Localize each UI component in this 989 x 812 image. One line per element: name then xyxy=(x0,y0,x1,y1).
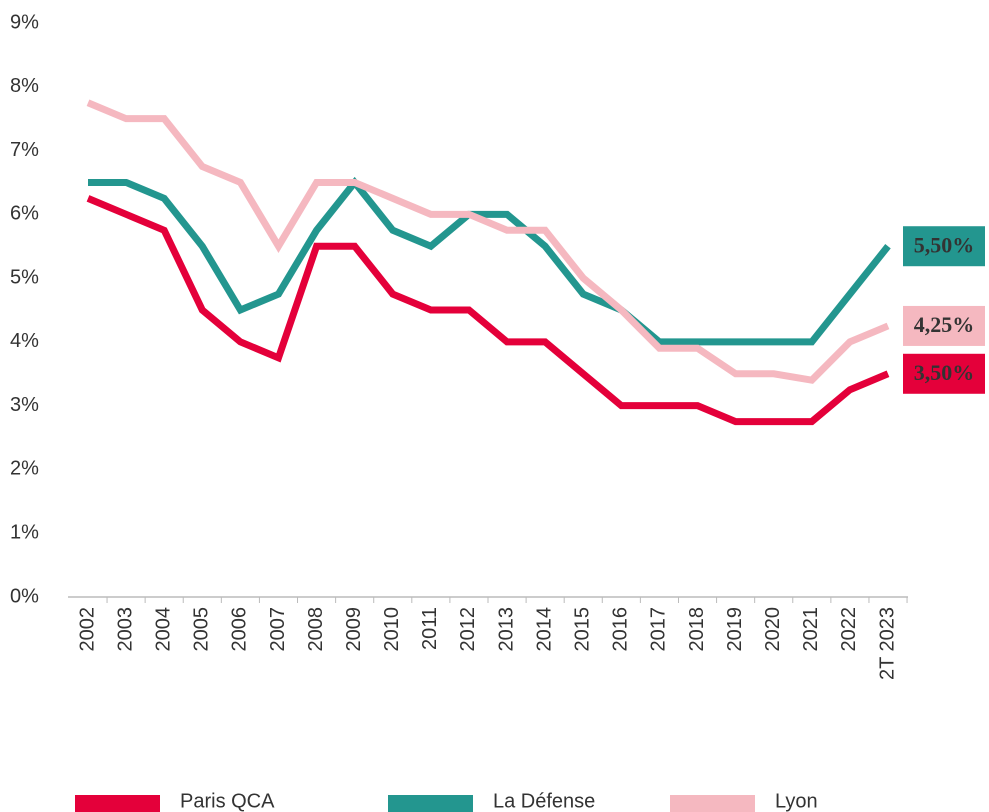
legend-swatch xyxy=(388,795,473,812)
x-tick-label: 2013 xyxy=(495,607,517,652)
y-tick-label: 0% xyxy=(10,585,39,607)
x-tick-label: 2005 xyxy=(191,607,213,652)
legend-swatch xyxy=(75,795,160,812)
x-tick-label: 2009 xyxy=(343,607,365,652)
end-label-box xyxy=(903,226,985,267)
y-tick-label: 3% xyxy=(10,394,39,416)
x-tick-label: 2011 xyxy=(419,607,441,650)
legend-label: Lyon xyxy=(775,790,818,812)
end-label: 4,25% xyxy=(914,312,975,337)
y-tick-label: 1% xyxy=(10,522,39,544)
legend-label: Paris QCA xyxy=(180,790,275,812)
y-tick-label: 8% xyxy=(10,75,39,97)
x-tick-label: 2020 xyxy=(762,607,784,652)
end-label: 3,50% xyxy=(914,360,975,385)
x-tick-label: 2014 xyxy=(533,607,555,652)
x-tick-label: 2015 xyxy=(572,607,594,652)
end-label: 5,50% xyxy=(914,232,975,257)
x-tick-label: 2008 xyxy=(305,607,327,652)
x-tick-label: 2016 xyxy=(610,607,632,652)
x-tick-label: 2017 xyxy=(648,607,670,652)
y-tick-label: 7% xyxy=(10,139,39,161)
x-tick-label: 2007 xyxy=(267,607,289,652)
series-line xyxy=(86,99,890,384)
y-tick-label: 2% xyxy=(10,458,39,480)
y-tick-label: 9% xyxy=(10,11,39,33)
x-tick-label: 2T 2023 xyxy=(876,607,898,680)
y-tick-label: 5% xyxy=(10,266,39,288)
series-line xyxy=(88,176,891,346)
legend-swatch xyxy=(670,795,755,812)
x-tick-label: 2006 xyxy=(229,607,251,652)
x-tick-label: 2012 xyxy=(457,607,479,652)
x-tick-label: 2002 xyxy=(76,607,98,652)
y-tick-label: 4% xyxy=(10,330,39,352)
x-tick-label: 2018 xyxy=(686,607,708,652)
end-label-box xyxy=(903,305,985,346)
x-tick-label: 2022 xyxy=(838,607,860,652)
legend-label: La Défense xyxy=(493,790,595,812)
series-line xyxy=(86,195,890,426)
end-label-box xyxy=(903,353,985,394)
x-tick-label: 2010 xyxy=(381,607,403,652)
x-tick-label: 2004 xyxy=(152,607,174,652)
y-tick-label: 6% xyxy=(10,203,39,225)
x-tick-label: 2021 xyxy=(800,607,822,652)
x-tick-label: 2019 xyxy=(724,607,746,652)
x-tick-label: 2003 xyxy=(114,607,136,652)
